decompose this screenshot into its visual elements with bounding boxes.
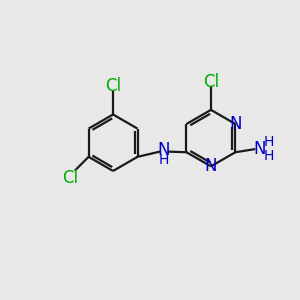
Text: N: N	[254, 140, 266, 158]
Text: H: H	[263, 149, 274, 163]
Text: N: N	[230, 115, 242, 133]
Text: Cl: Cl	[105, 77, 121, 95]
Text: H: H	[263, 135, 274, 149]
Text: Cl: Cl	[203, 73, 219, 91]
Text: N: N	[158, 141, 170, 159]
Text: Cl: Cl	[62, 169, 78, 187]
Text: N: N	[204, 157, 217, 175]
Text: H: H	[159, 153, 169, 167]
